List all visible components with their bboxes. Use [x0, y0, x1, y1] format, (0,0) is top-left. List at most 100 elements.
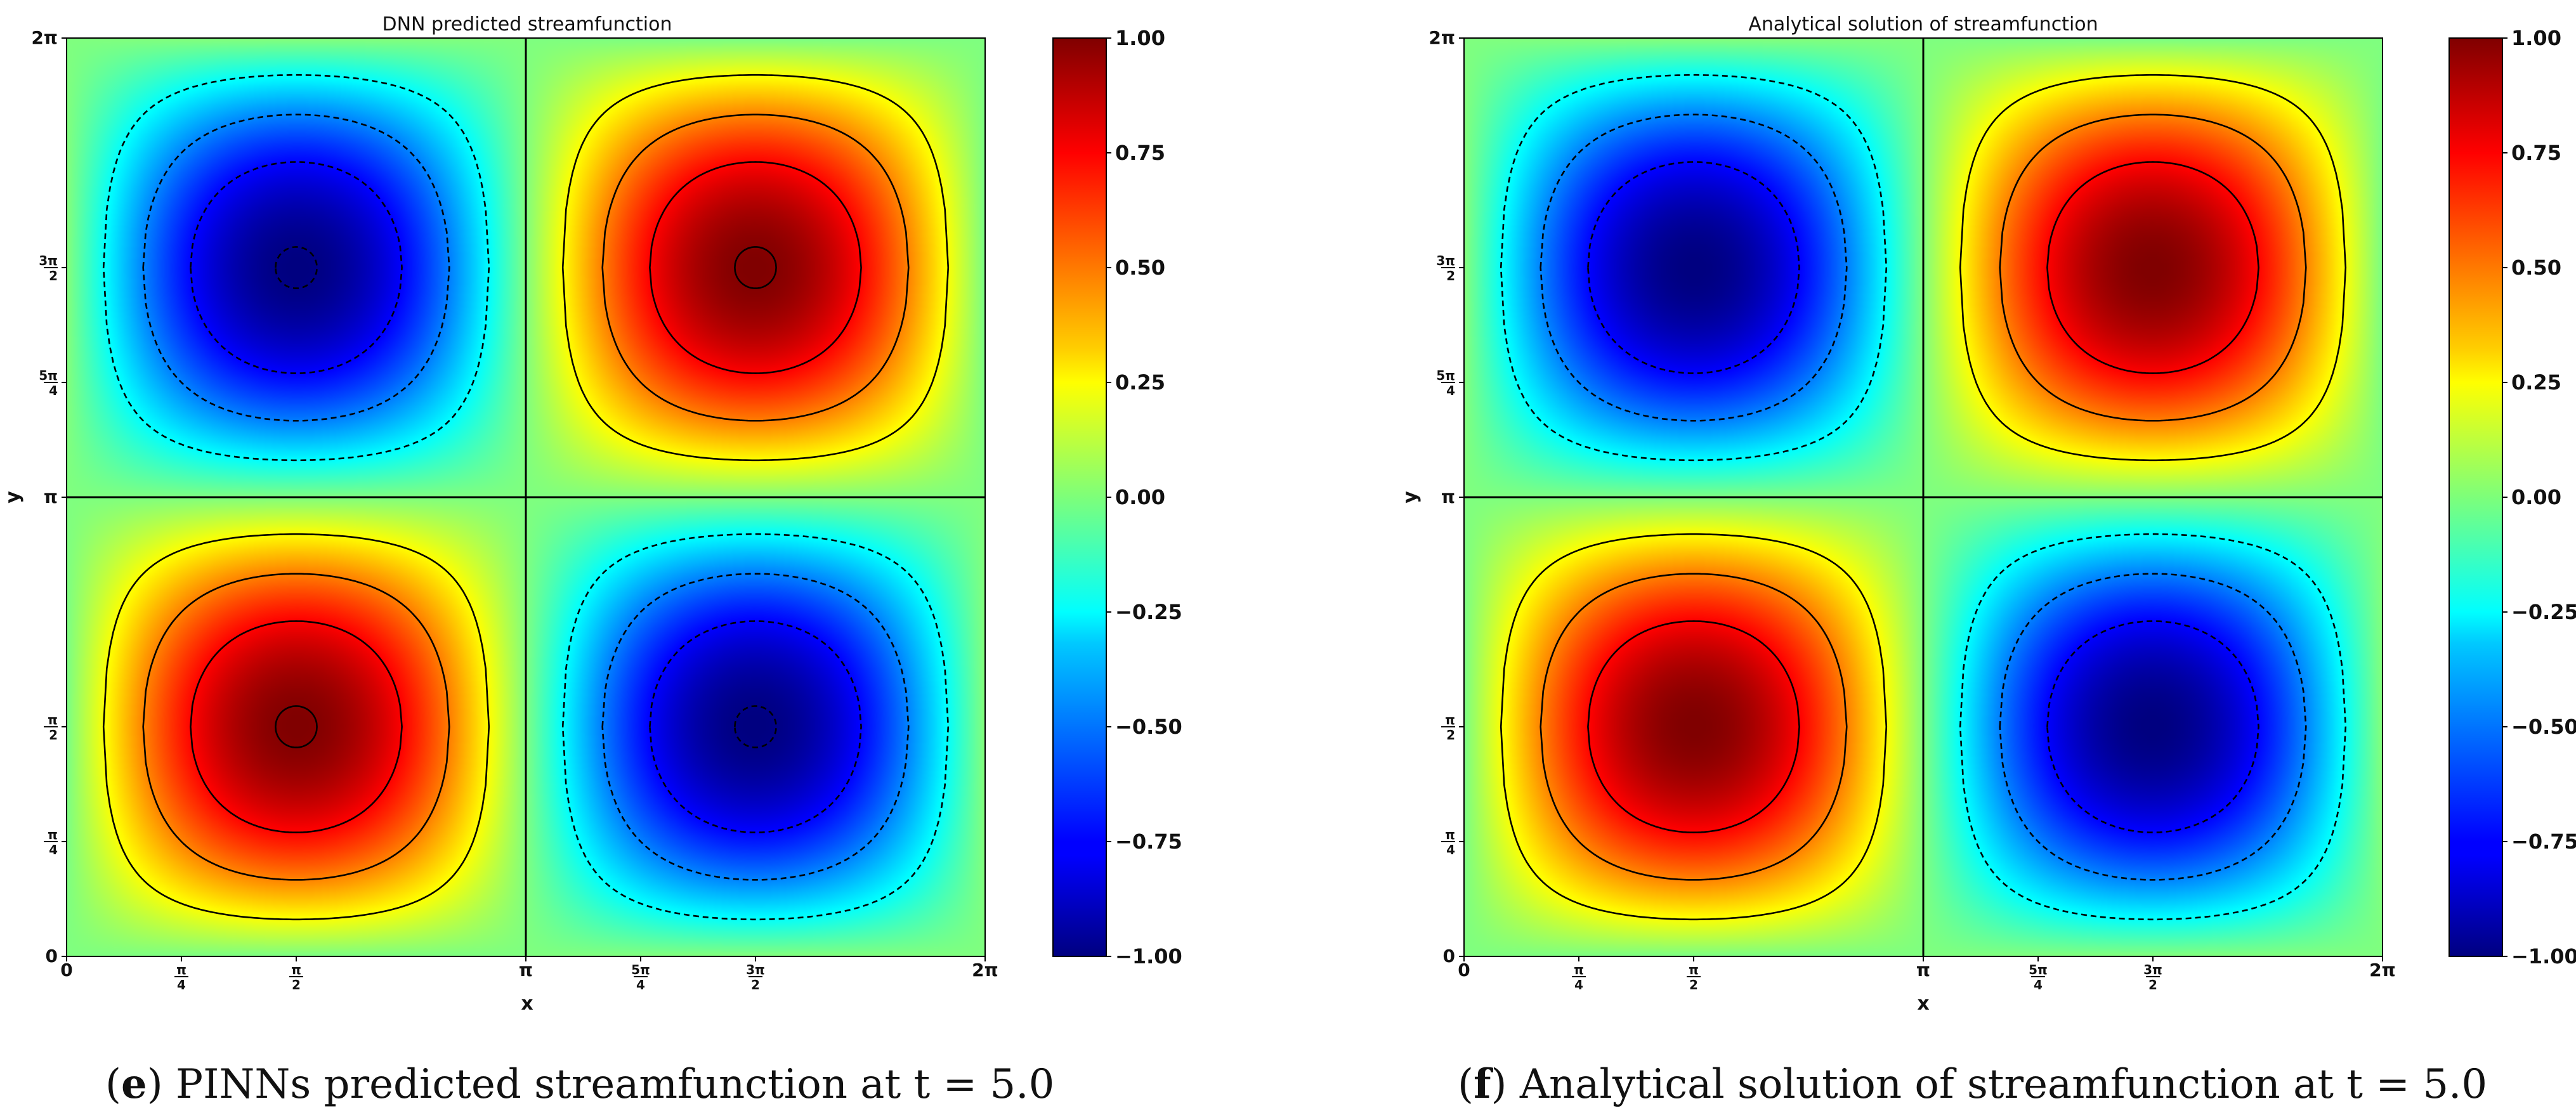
- heatmap-plot: [1463, 37, 2383, 957]
- contour-line: [1959, 74, 2347, 462]
- svg-text:π: π: [291, 962, 301, 977]
- tick-label: 3π2: [746, 962, 765, 993]
- caption-analytical: (f) Analytical solution of streamfunctio…: [1458, 1060, 2488, 1108]
- svg-text:5π: 5π: [1436, 368, 1455, 383]
- svg-text:4: 4: [177, 977, 186, 993]
- caption-letter: f: [1473, 1060, 1491, 1108]
- tick-label: 5π4: [2029, 962, 2048, 993]
- tick-label: π2: [289, 962, 303, 993]
- colorbar-gradient: [1052, 37, 1107, 957]
- contour-line: [1999, 114, 2307, 422]
- svg-text:0: 0: [1443, 946, 1455, 967]
- colorbar: 1.00 0.75 0.50 0.25 0.00 −0.25 −0.50 −0.75 −1.00: [2449, 26, 2576, 968]
- contour-line: [734, 705, 777, 748]
- svg-text:4: 4: [1446, 842, 1455, 857]
- colorbar-tick-label: 0.00: [1115, 485, 1165, 509]
- tick-label: π4: [174, 962, 188, 993]
- svg-text:π: π: [1689, 962, 1699, 977]
- tick-label: π: [1916, 960, 1930, 980]
- tick-label: 2π: [2369, 960, 2396, 980]
- tick-label: π: [44, 486, 58, 507]
- svg-text:5π: 5π: [631, 962, 650, 977]
- svg-text:5π: 5π: [39, 368, 58, 383]
- tick-label: 5π4: [631, 962, 650, 993]
- tick-label: π: [1441, 486, 1455, 507]
- caption-predicted: (e) PINNs predicted streamfunction at t …: [105, 1060, 1055, 1108]
- svg-text:2π: 2π: [972, 960, 998, 980]
- tick-label: 5π4: [1436, 368, 1455, 398]
- colorbar-tick-label: 1.00: [1115, 26, 1165, 50]
- svg-text:2: 2: [292, 977, 301, 993]
- svg-text:0: 0: [46, 946, 58, 967]
- tick-label: 3π2: [1436, 253, 1455, 283]
- colorbar-tick-label: −0.75: [2511, 830, 2576, 854]
- contour-line: [1500, 533, 1888, 921]
- contour-line: [190, 161, 403, 374]
- contour-line: [1540, 573, 1848, 881]
- colorbar-tick-label: 0.25: [2511, 370, 2561, 394]
- contour-line: [1959, 533, 2347, 921]
- colorbar-tick-label: −1.00: [2511, 944, 2576, 968]
- svg-text:2π: 2π: [31, 27, 58, 48]
- tick-label: π: [519, 960, 533, 980]
- colorbar-tick-label: −1.00: [1115, 944, 1182, 968]
- tick-label: 0: [1443, 946, 1455, 967]
- tick-label: π2: [44, 712, 58, 743]
- colorbar-tick-label: 0.00: [2511, 485, 2561, 509]
- svg-text:5π: 5π: [2029, 962, 2048, 977]
- colorbar-tick-label: 0.75: [1115, 141, 1165, 165]
- svg-text:2: 2: [2148, 977, 2157, 993]
- contour-line: [190, 620, 403, 833]
- svg-text:2: 2: [751, 977, 760, 993]
- caption-letter: e: [121, 1060, 147, 1108]
- svg-text:π: π: [1441, 486, 1455, 507]
- contour-line: [102, 74, 490, 462]
- contour-line: [2046, 620, 2259, 833]
- panel-title: DNN predicted streamfunction: [382, 13, 672, 36]
- colorbar-tick-label: −0.75: [1115, 830, 1182, 854]
- tick-label: π2: [1441, 712, 1455, 743]
- tick-label: π4: [1572, 962, 1586, 993]
- svg-text:π: π: [48, 712, 58, 727]
- colorbar-tick-label: −0.25: [1115, 600, 1182, 624]
- svg-text:π: π: [176, 962, 186, 977]
- svg-text:2: 2: [1446, 727, 1455, 743]
- tick-label: 2π: [31, 27, 58, 48]
- svg-text:π: π: [1445, 827, 1455, 842]
- svg-text:2: 2: [1689, 977, 1698, 993]
- svg-text:2: 2: [1446, 268, 1455, 283]
- svg-text:π: π: [519, 960, 533, 980]
- svg-text:2π: 2π: [1429, 27, 1455, 48]
- contour-line: [1587, 620, 1800, 833]
- colorbar-tick-label: 1.00: [2511, 26, 2561, 50]
- tick-label: 3π2: [39, 253, 58, 283]
- contour-line: [561, 533, 950, 921]
- svg-text:4: 4: [1446, 383, 1455, 398]
- svg-text:2: 2: [49, 727, 58, 743]
- tick-label: 3π2: [2143, 962, 2162, 993]
- x-axis-label: x: [521, 993, 533, 1015]
- svg-text:3π: 3π: [1436, 253, 1455, 268]
- contour-line: [275, 246, 318, 289]
- tick-label: 0: [60, 960, 72, 980]
- colorbar: 1.00 0.75 0.50 0.25 0.00 −0.25 −0.50 −0.75 −1.00: [1052, 26, 1182, 968]
- tick-label: π4: [44, 827, 58, 857]
- colorbar-gradient: [2449, 37, 2503, 957]
- contour-line: [102, 533, 490, 921]
- contour-line: [1999, 573, 2307, 881]
- colorbar-tick-label: −0.50: [2511, 715, 2576, 739]
- svg-text:4: 4: [636, 977, 645, 993]
- svg-text:4: 4: [1574, 977, 1583, 993]
- caption-text: Analytical solution of streamfunction at…: [1519, 1061, 2488, 1108]
- y-axis-label: y: [2, 491, 24, 504]
- tick-label: 2π: [1429, 27, 1455, 48]
- colorbar-tick-label: −0.50: [1115, 715, 1182, 739]
- svg-text:π: π: [1916, 960, 1930, 980]
- svg-text:2π: 2π: [2369, 960, 2396, 980]
- contour-line: [734, 246, 777, 289]
- contour-line: [649, 161, 862, 374]
